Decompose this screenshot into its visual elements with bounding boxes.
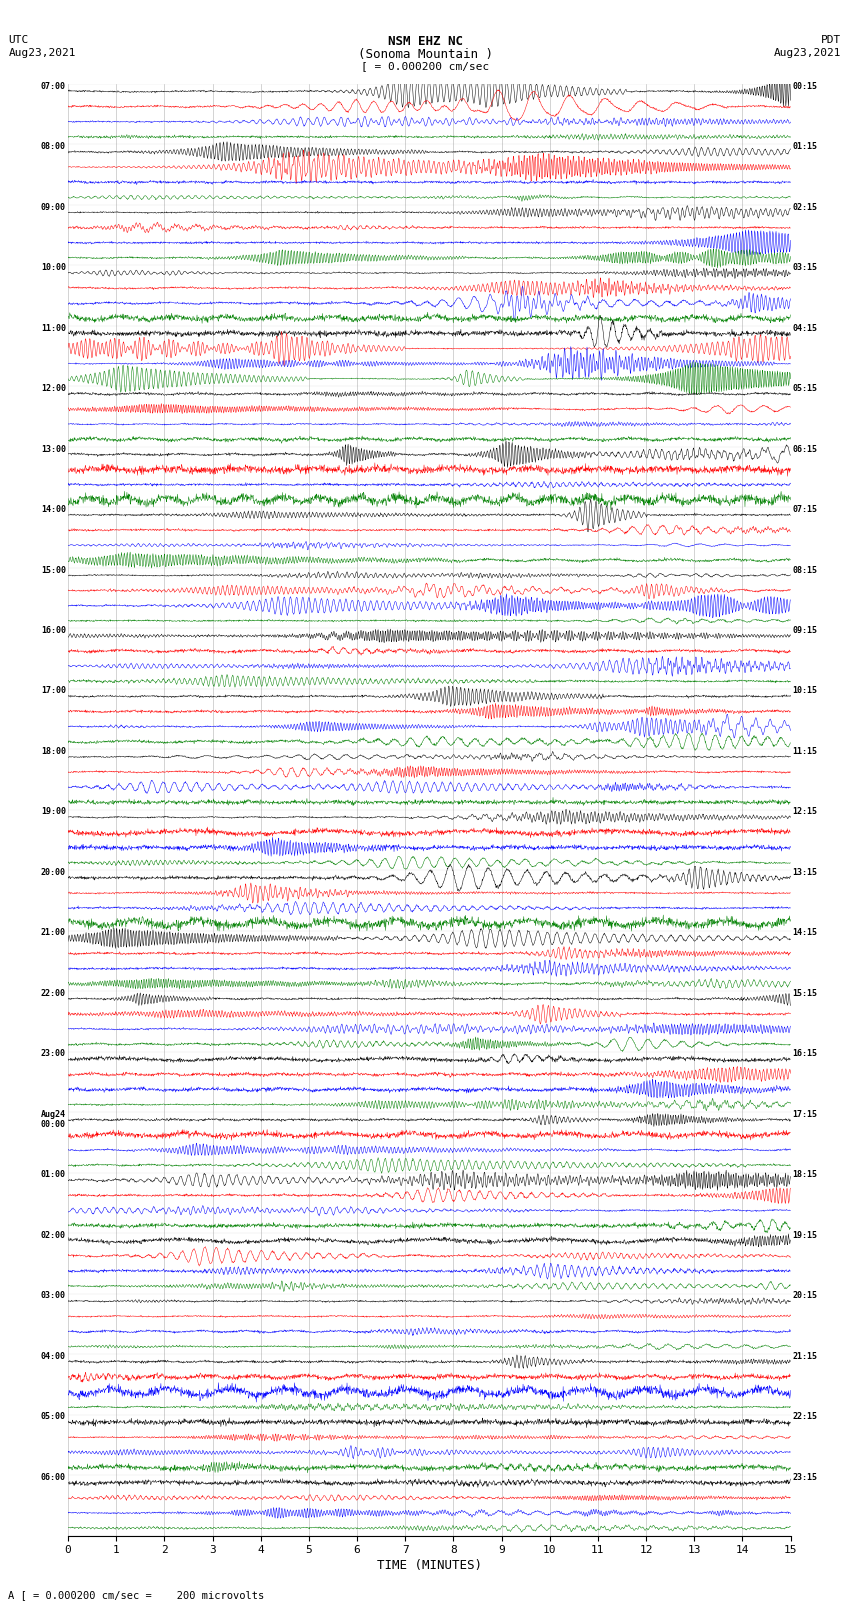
Text: 23:15: 23:15 [793, 1473, 818, 1482]
Text: 01:15: 01:15 [793, 142, 818, 152]
X-axis label: TIME (MINUTES): TIME (MINUTES) [377, 1560, 482, 1573]
Text: 21:00: 21:00 [41, 929, 65, 937]
Text: 04:15: 04:15 [793, 324, 818, 332]
Text: 10:15: 10:15 [793, 687, 818, 695]
Text: 18:00: 18:00 [41, 747, 65, 756]
Text: 19:00: 19:00 [41, 808, 65, 816]
Text: Aug24
00:00: Aug24 00:00 [41, 1110, 65, 1129]
Text: 13:00: 13:00 [41, 445, 65, 453]
Text: Aug23,2021: Aug23,2021 [774, 48, 842, 58]
Text: 06:15: 06:15 [793, 445, 818, 453]
Text: Aug23,2021: Aug23,2021 [8, 48, 76, 58]
Text: 17:00: 17:00 [41, 687, 65, 695]
Text: (Sonoma Mountain ): (Sonoma Mountain ) [358, 48, 492, 61]
Text: 17:15: 17:15 [793, 1110, 818, 1119]
Text: 22:00: 22:00 [41, 989, 65, 998]
Text: 01:00: 01:00 [41, 1171, 65, 1179]
Text: 06:00: 06:00 [41, 1473, 65, 1482]
Text: 22:15: 22:15 [793, 1413, 818, 1421]
Text: UTC: UTC [8, 35, 29, 45]
Text: 00:15: 00:15 [793, 82, 818, 90]
Text: 20:00: 20:00 [41, 868, 65, 877]
Text: 11:15: 11:15 [793, 747, 818, 756]
Text: 12:15: 12:15 [793, 808, 818, 816]
Text: 04:00: 04:00 [41, 1352, 65, 1361]
Text: PDT: PDT [821, 35, 842, 45]
Text: 03:00: 03:00 [41, 1292, 65, 1300]
Text: 08:15: 08:15 [793, 566, 818, 574]
Text: NSM EHZ NC: NSM EHZ NC [388, 35, 462, 48]
Text: 09:15: 09:15 [793, 626, 818, 636]
Text: 10:00: 10:00 [41, 263, 65, 273]
Text: 09:00: 09:00 [41, 203, 65, 211]
Text: 15:00: 15:00 [41, 566, 65, 574]
Text: 08:00: 08:00 [41, 142, 65, 152]
Text: 03:15: 03:15 [793, 263, 818, 273]
Text: 19:15: 19:15 [793, 1231, 818, 1240]
Text: 02:00: 02:00 [41, 1231, 65, 1240]
Text: 12:00: 12:00 [41, 384, 65, 394]
Text: 21:15: 21:15 [793, 1352, 818, 1361]
Text: 05:15: 05:15 [793, 384, 818, 394]
Text: 20:15: 20:15 [793, 1292, 818, 1300]
Text: 07:15: 07:15 [793, 505, 818, 515]
Text: 05:00: 05:00 [41, 1413, 65, 1421]
Text: 15:15: 15:15 [793, 989, 818, 998]
Text: [ = 0.000200 cm/sec: [ = 0.000200 cm/sec [361, 61, 489, 71]
Text: 13:15: 13:15 [793, 868, 818, 877]
Text: 16:15: 16:15 [793, 1050, 818, 1058]
Text: 14:00: 14:00 [41, 505, 65, 515]
Text: A [ = 0.000200 cm/sec =    200 microvolts: A [ = 0.000200 cm/sec = 200 microvolts [8, 1590, 264, 1600]
Text: 18:15: 18:15 [793, 1171, 818, 1179]
Text: 16:00: 16:00 [41, 626, 65, 636]
Text: 02:15: 02:15 [793, 203, 818, 211]
Text: 14:15: 14:15 [793, 929, 818, 937]
Text: 11:00: 11:00 [41, 324, 65, 332]
Text: 07:00: 07:00 [41, 82, 65, 90]
Text: 23:00: 23:00 [41, 1050, 65, 1058]
